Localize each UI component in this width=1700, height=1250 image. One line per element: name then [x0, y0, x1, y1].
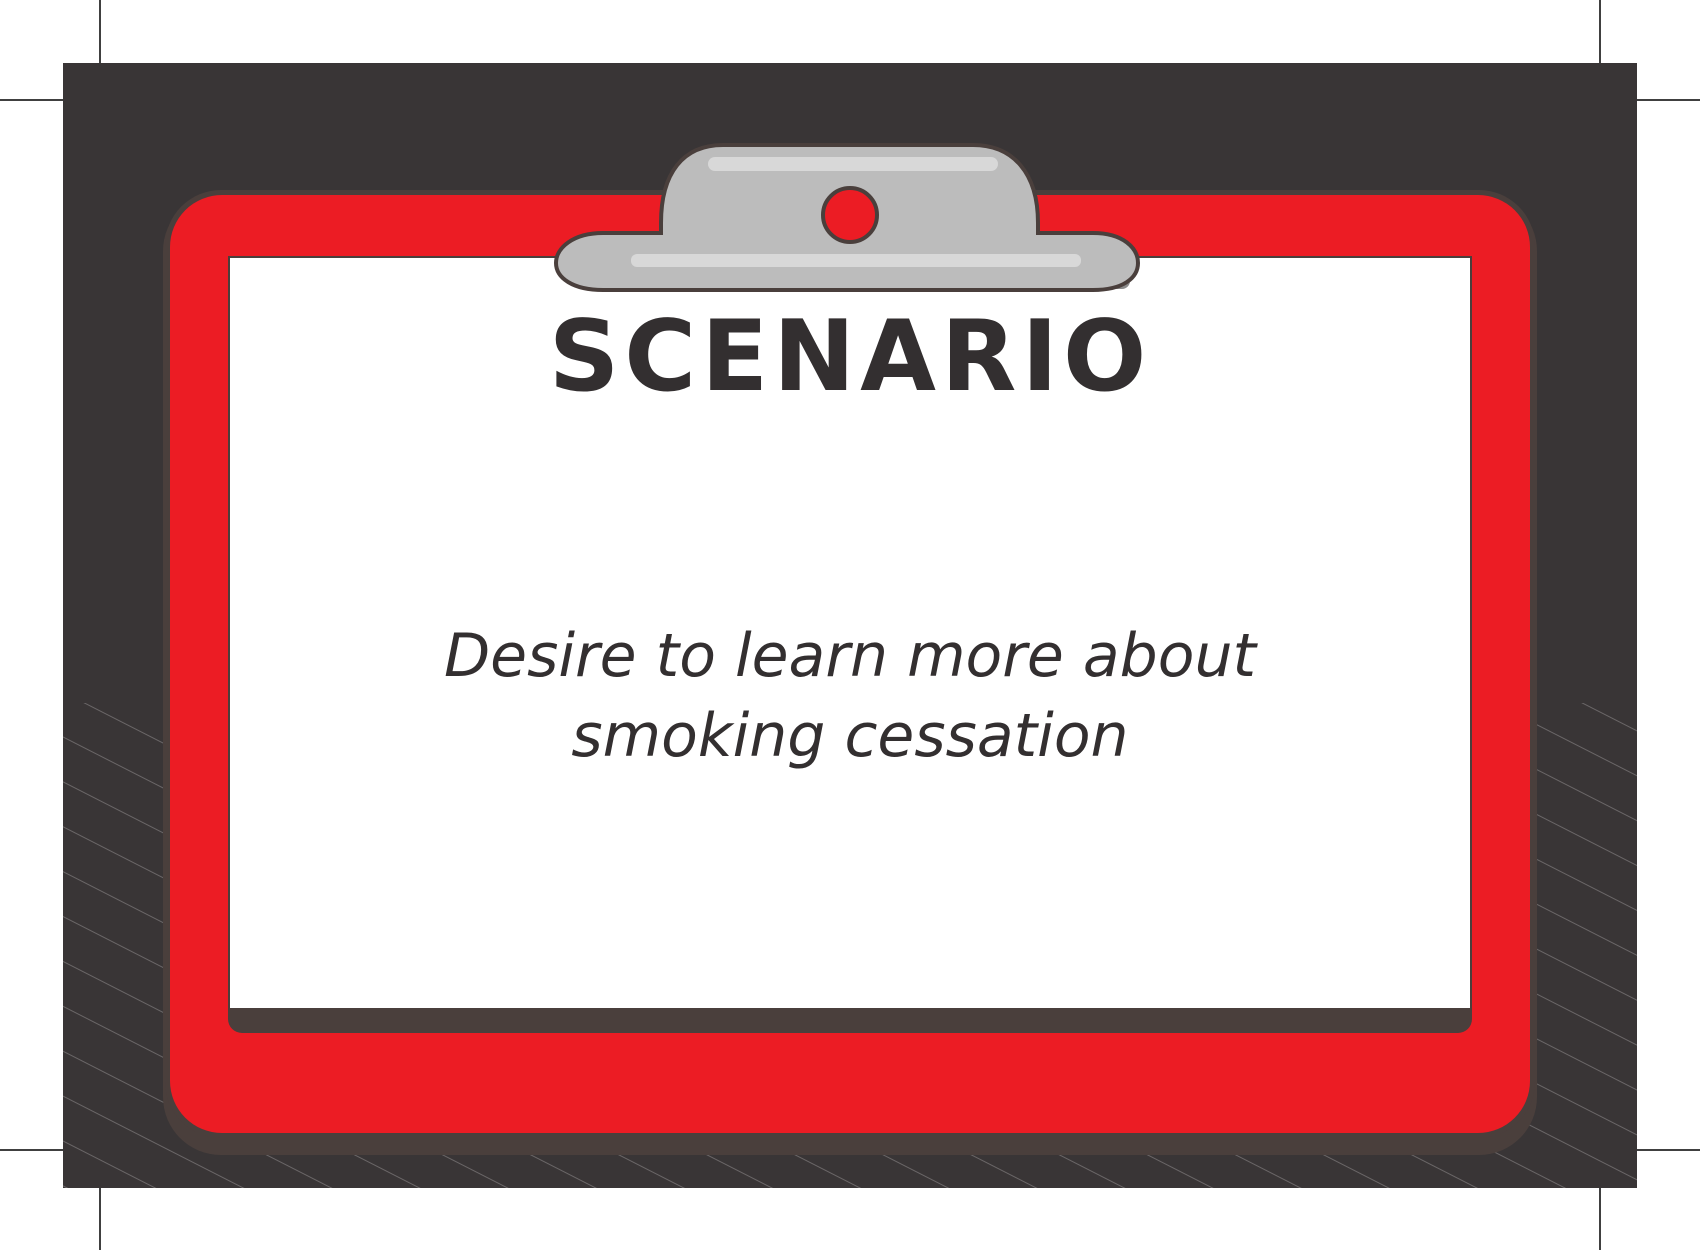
scenario-text: Desire to learn more about smoking cessa… [300, 616, 1400, 776]
scenario-line-1: Desire to learn more about [443, 621, 1257, 691]
card-heading: SCENARIO [548, 300, 1152, 414]
clipboard-clip-icon [553, 143, 1141, 292]
scenario-card [63, 63, 1637, 1188]
scenario-line-2: smoking cessation [571, 701, 1129, 771]
clipboard-paper [228, 256, 1472, 1010]
